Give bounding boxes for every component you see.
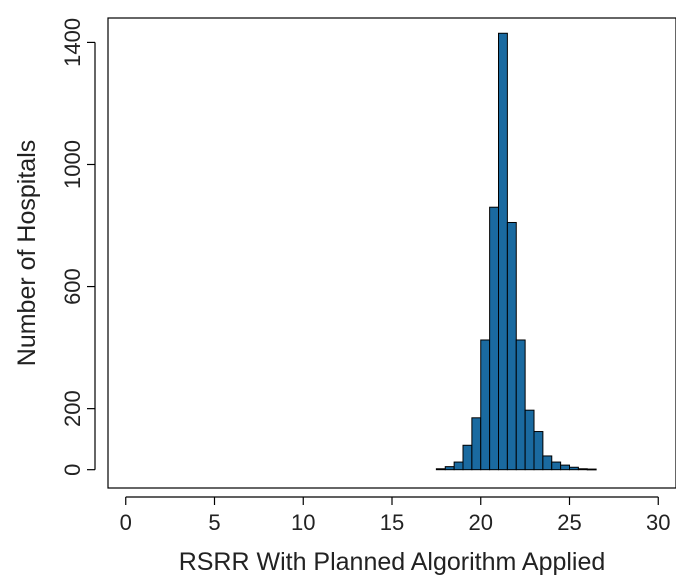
x-tick-label: 0 bbox=[120, 510, 132, 535]
histogram-bar bbox=[498, 32, 508, 471]
y-tick-label: 1000 bbox=[60, 140, 85, 189]
y-tick-label: 0 bbox=[60, 464, 85, 476]
y-tick-label: 600 bbox=[60, 268, 85, 305]
histogram-bar bbox=[506, 221, 517, 471]
histogram-bar bbox=[542, 455, 553, 471]
histogram-bar bbox=[489, 206, 500, 471]
histogram-bar bbox=[524, 409, 535, 471]
bars-group bbox=[435, 32, 597, 471]
x-tick-label: 15 bbox=[380, 510, 404, 535]
histogram-bar bbox=[444, 466, 455, 471]
histogram-bar bbox=[435, 468, 446, 471]
x-tick-label: 10 bbox=[291, 510, 315, 535]
histogram-bar bbox=[560, 464, 571, 471]
y-tick-label: 1400 bbox=[60, 18, 85, 67]
histogram-bar bbox=[577, 468, 588, 471]
x-tick-label: 30 bbox=[646, 510, 670, 535]
histogram-bar bbox=[551, 461, 562, 471]
x-tick-label: 5 bbox=[208, 510, 220, 535]
x-tick-label: 20 bbox=[469, 510, 493, 535]
y-axis-label: Number of Hospitals bbox=[13, 140, 41, 366]
x-tick-label: 25 bbox=[557, 510, 581, 535]
histogram-bar bbox=[515, 339, 526, 471]
x-axis: 0 5 10 15 20 25 30 bbox=[120, 496, 670, 535]
histogram-bar bbox=[586, 468, 597, 471]
y-axis: 0 200 600 1000 1400 bbox=[60, 18, 96, 476]
y-tick-label: 200 bbox=[60, 390, 85, 427]
histogram-bar bbox=[462, 444, 473, 471]
x-axis-label: RSRR With Planned Algorithm Applied bbox=[179, 548, 606, 576]
histogram-bar bbox=[480, 339, 491, 471]
plot-frame bbox=[107, 17, 676, 489]
histogram-bar bbox=[453, 461, 464, 471]
histogram-bar bbox=[533, 431, 544, 471]
histogram-bar bbox=[471, 417, 482, 471]
histogram-bar bbox=[569, 466, 579, 471]
